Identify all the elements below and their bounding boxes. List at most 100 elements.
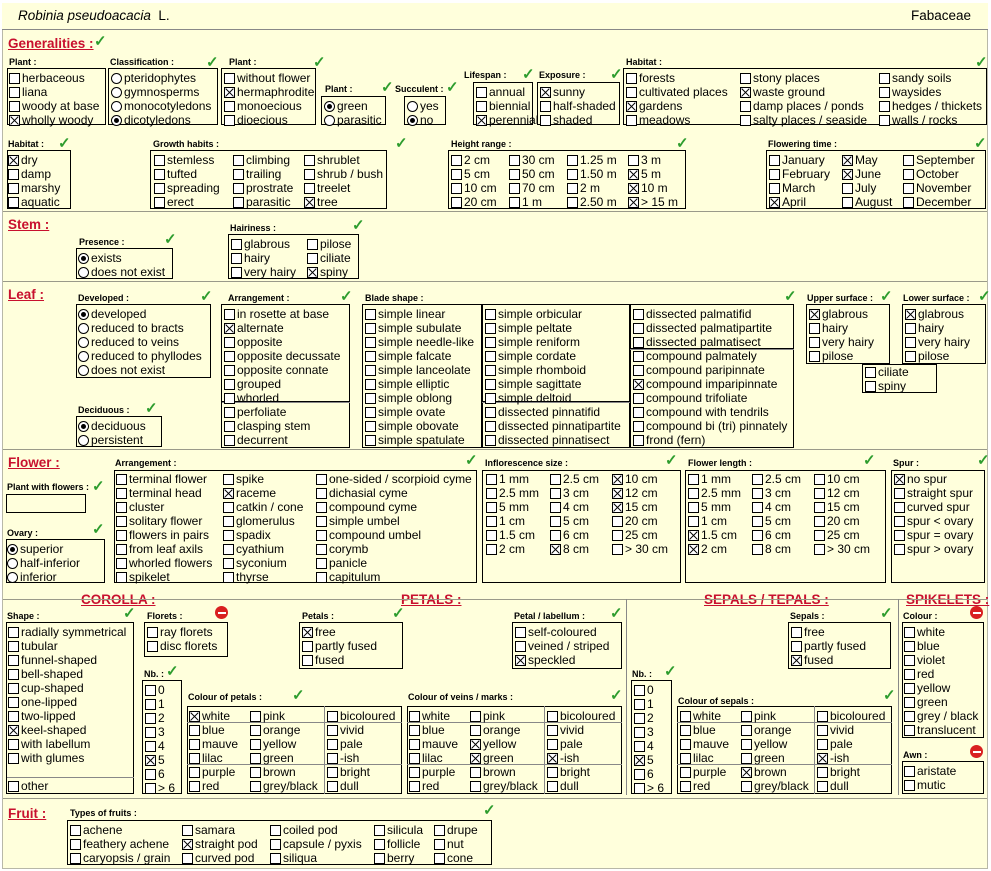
checkbox[interactable] [550,529,561,541]
checkbox[interactable] [8,724,19,736]
checkbox[interactable] [307,238,318,250]
bl3b-option[interactable]: compound with tendrils [633,405,769,419]
sepals-option[interactable]: partly fused [791,639,866,653]
checkbox[interactable] [223,501,234,513]
plant3-option[interactable]: green [324,99,368,113]
is1-option[interactable]: 5 mm [486,500,529,514]
checkbox[interactable] [9,114,20,126]
checkbox[interactable] [365,364,376,376]
fa1-option[interactable]: cluster [116,500,164,514]
checkbox[interactable] [486,515,497,527]
shape-option[interactable]: bell-shaped [8,667,83,681]
is3-option[interactable]: > 30 cm [612,542,668,556]
dev-option[interactable]: reduced to phyllodes [78,349,202,363]
succ-option[interactable]: no [407,113,433,127]
h4-option[interactable]: > 15 m [628,195,678,209]
habitat2-option[interactable]: dry [8,153,38,167]
checkbox[interactable] [550,473,561,485]
checkbox[interactable] [634,726,645,738]
checkbox[interactable] [70,838,81,850]
f1-option[interactable]: March [769,181,815,195]
radio-button[interactable] [7,571,18,583]
cv3b-option[interactable]: pale [547,737,583,751]
colour-option[interactable]: yellow [904,681,950,695]
checkbox[interactable] [147,640,158,652]
checkbox[interactable] [634,740,645,752]
hab1-option[interactable]: meadows [626,113,690,127]
checkbox[interactable] [752,515,763,527]
is3-option[interactable]: 15 cm [612,500,658,514]
h3-option[interactable]: 1.50 m [567,167,617,181]
cp3b-option[interactable]: pale [327,737,363,751]
checkbox[interactable] [270,852,281,864]
dev-option[interactable]: developed [78,307,146,321]
sepals-option[interactable]: fused [791,653,833,667]
up-option[interactable]: very hairy [809,335,874,349]
checkbox[interactable] [476,100,487,112]
nb2-option[interactable]: 4 [634,739,654,753]
checkbox[interactable] [791,626,802,638]
fl3-option[interactable]: 15 cm [814,500,860,514]
checkbox[interactable] [223,557,234,569]
fa3-option[interactable]: one-sided / scorpioid cyme [316,472,472,486]
f2-option[interactable]: May [842,153,878,167]
checkbox[interactable] [515,626,526,638]
checkbox[interactable] [879,72,890,84]
plant2-option[interactable]: monoecious [224,99,302,113]
awn-option[interactable]: mutic [904,778,946,792]
radio-button[interactable] [407,100,418,112]
checkbox[interactable] [434,838,445,850]
fl3-option[interactable]: 12 cm [814,486,860,500]
checkbox[interactable] [316,543,327,555]
cv2-option[interactable]: pink [470,709,505,723]
cv3b-option[interactable]: vivid [547,723,584,737]
checkbox[interactable] [9,100,20,112]
plant-option[interactable]: wholly woody [9,113,93,127]
is3-option[interactable]: 12 cm [612,486,658,500]
checkbox[interactable] [752,473,763,485]
fa1-option[interactable]: from leaf axils [116,542,203,556]
other-option[interactable]: other [8,779,48,793]
radio-button[interactable] [78,420,89,432]
checkbox[interactable] [485,322,496,334]
colour-option[interactable]: grey / black [904,709,978,723]
checkbox[interactable] [894,515,905,527]
checkbox[interactable] [547,752,558,764]
grow2-option[interactable]: parasitic [233,195,291,209]
checkbox[interactable] [233,168,244,180]
checkbox[interactable] [547,724,558,736]
fl2-option[interactable]: 4 cm [752,500,791,514]
checkbox[interactable] [365,406,376,418]
class-option[interactable]: dicotyledons [111,113,191,127]
cv1-option[interactable]: white [409,709,450,723]
cs2-option[interactable]: pink [741,709,776,723]
plant2-option[interactable]: dioecious [224,113,288,127]
checkbox[interactable] [476,86,487,98]
checkbox[interactable] [688,515,699,527]
is1-option[interactable]: 2 cm [486,542,525,556]
checkbox[interactable] [791,654,802,666]
bl1-option[interactable]: simple spatulate [365,433,465,447]
fr5-option[interactable]: cone [434,851,473,865]
nb1-option[interactable]: 6 [145,767,165,781]
nb2-option[interactable]: 1 [634,697,654,711]
radio-button[interactable] [78,322,89,334]
up-option[interactable]: hairy [809,321,848,335]
hab3-option[interactable]: walls / rocks [879,113,957,127]
plant-option[interactable]: herbaceous [9,71,85,85]
bl1-option[interactable]: simple ovate [365,405,445,419]
checkbox[interactable] [842,154,853,166]
expo-option[interactable]: half-shaded [540,99,616,113]
bl2-option[interactable]: simple peltate [485,321,572,335]
checkbox[interactable] [145,712,156,724]
fl3-option[interactable]: 20 cm [814,514,860,528]
checkbox[interactable] [547,710,558,722]
shape-option[interactable]: cup-shaped [8,681,84,695]
checkbox[interactable] [905,350,916,362]
checkbox[interactable] [769,182,780,194]
h3-option[interactable]: 2.50 m [567,195,617,209]
checkbox[interactable] [741,780,752,792]
fr2-option[interactable]: samara [182,823,235,837]
nb1-option[interactable]: 1 [145,697,165,711]
h2-option[interactable]: 1 m [509,195,542,209]
